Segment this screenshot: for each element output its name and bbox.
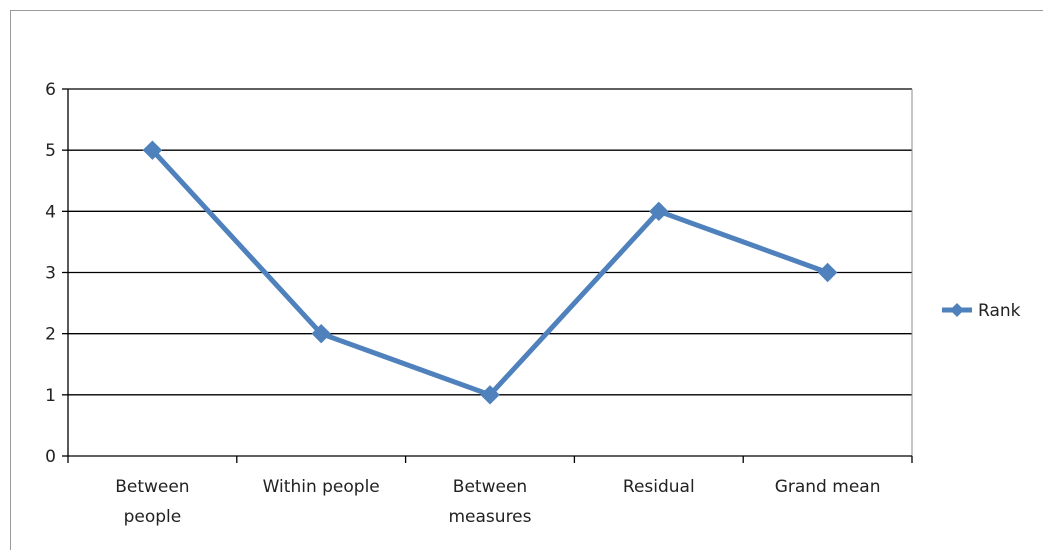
data-point-4 <box>817 262 838 283</box>
x-tick-label-2: Between measures <box>449 477 532 527</box>
x-tick-label-line: Grand mean <box>775 477 881 497</box>
x-tick-label-line: measures <box>449 507 532 527</box>
x-tick-label-0: Between people <box>115 477 189 527</box>
series-group <box>142 140 838 405</box>
data-point-2 <box>480 385 500 405</box>
gridlines <box>68 88 912 396</box>
legend-swatch-marker <box>950 303 964 317</box>
y-tick-label-1: 1 <box>45 386 56 406</box>
x-tick-label-4: Grand mean <box>775 477 881 497</box>
x-tick-label-line: people <box>124 507 182 527</box>
x-tick-label-1: Within people <box>263 477 380 497</box>
chart-frame <box>10 10 1043 550</box>
axes <box>62 88 913 463</box>
data-point-1 <box>311 323 331 344</box>
legend: Rank <box>942 301 1021 321</box>
data-point-0 <box>142 140 163 160</box>
y-tick-labels: 0 1 2 3 4 5 6 <box>45 80 56 467</box>
y-tick-label-6: 6 <box>45 80 56 100</box>
y-tick-label-0: 0 <box>45 447 56 467</box>
y-tick-label-3: 3 <box>45 264 56 284</box>
x-tick-label-3: Residual <box>623 477 695 497</box>
x-tick-label-line: Between <box>453 477 527 497</box>
x-tick-label-line: Residual <box>623 477 695 497</box>
legend-label-rank: Rank <box>978 301 1021 321</box>
data-point-3 <box>649 201 669 222</box>
x-tick-label-line: Between <box>115 477 189 497</box>
y-tick-label-4: 4 <box>45 202 56 222</box>
x-tick-labels: Between people Within people Between measure… <box>115 477 880 527</box>
y-tick-label-2: 2 <box>45 325 56 345</box>
x-tick-label-line: Within people <box>263 477 380 497</box>
y-tick-label-5: 5 <box>45 141 56 161</box>
